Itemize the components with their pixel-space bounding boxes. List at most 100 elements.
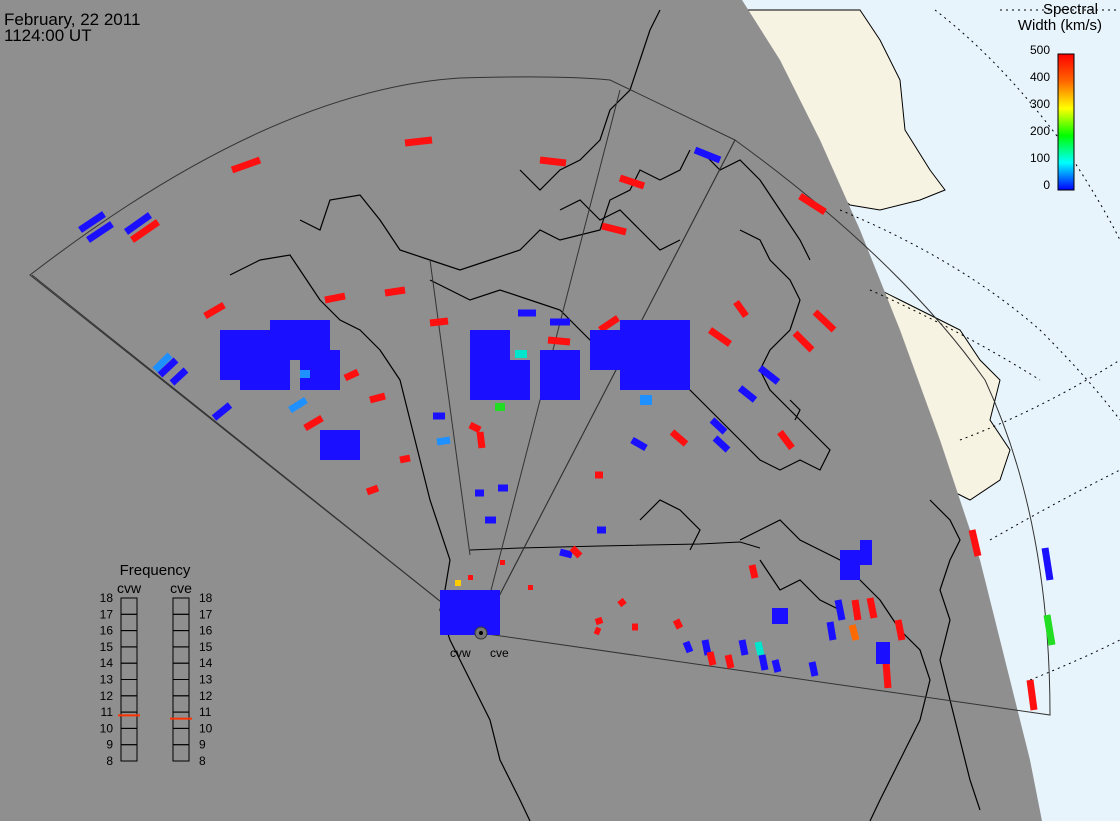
colorbar-tick: 0	[1043, 178, 1050, 192]
scatter-cell	[757, 365, 781, 385]
scatter-cell	[598, 315, 620, 333]
frequency-tick-left: 14	[100, 656, 114, 670]
scatter-cell	[733, 299, 749, 319]
frequency-col-cvw: cvw	[117, 580, 142, 596]
scatter-cluster	[590, 330, 620, 370]
frequency-tick-right: 17	[199, 607, 213, 621]
scatter-cell	[436, 436, 451, 446]
radar-site-label-cvw: cvw	[450, 646, 471, 660]
scatter-cell	[682, 640, 694, 654]
scatter-cell	[630, 436, 648, 452]
frequency-tick-left: 10	[100, 721, 114, 735]
scatter-cell	[669, 429, 689, 447]
scatter-cell	[569, 545, 583, 559]
scatter-cluster	[650, 330, 690, 390]
scatter-cluster	[320, 430, 360, 460]
scatter-cell	[123, 212, 153, 235]
colorbar-tick: 400	[1030, 70, 1050, 84]
scatter-cell	[169, 367, 189, 386]
frequency-tick-right: 9	[199, 738, 206, 752]
frequency-panel: Frequency cvw cve 18 18 17 17 16 16 15 15 14 14 13…	[100, 562, 213, 768]
frequency-tick-left: 12	[100, 689, 114, 703]
scatter-cell	[738, 639, 749, 656]
scatter-cell	[601, 222, 627, 236]
frequency-tick-left: 13	[100, 673, 114, 687]
scatter-cluster	[840, 550, 860, 580]
frequency-tick-right: 10	[199, 721, 213, 735]
scatter-cell	[848, 624, 860, 641]
scatter-cell	[812, 309, 837, 333]
scatter-cell	[230, 156, 262, 174]
scatter-cluster	[480, 360, 530, 400]
radar-site-label-cve: cve	[490, 646, 509, 660]
frequency-cell	[120, 744, 138, 762]
frequency-tick-right: 12	[199, 689, 213, 703]
scatter-cell	[1026, 679, 1038, 711]
scatter-cell	[369, 392, 386, 404]
frequency-tick-right: 11	[199, 705, 212, 719]
colorbar-ticks: 500 400 300 200 100 0	[1030, 43, 1050, 192]
scatter-cell	[693, 146, 722, 164]
frequency-tick-right: 18	[199, 591, 213, 605]
scatter-cluster	[772, 608, 788, 624]
scatter-cell	[706, 651, 717, 666]
scatter-cluster	[860, 540, 872, 565]
frequency-tick-right: 14	[199, 656, 213, 670]
scatter-cell	[288, 397, 308, 413]
scatter-cluster	[240, 360, 290, 390]
scatter-cell	[771, 659, 782, 673]
scatter-cell	[429, 317, 449, 327]
scatter-cell	[594, 616, 604, 626]
scatter-cell	[157, 357, 179, 378]
scatter-cell	[399, 454, 411, 464]
frequency-tick-left: 8	[106, 754, 113, 768]
scatter-cell	[455, 580, 461, 586]
scatter-cell	[798, 193, 827, 215]
scatter-cell	[737, 385, 758, 403]
scatter-cell	[834, 599, 846, 621]
scatter-cell	[384, 286, 406, 297]
colorbar-tick: 300	[1030, 97, 1050, 111]
frequency-tick-left: 15	[100, 640, 114, 654]
scatter-cell	[559, 548, 573, 559]
scatter-cell	[882, 661, 892, 689]
scatter-cell	[701, 639, 712, 656]
scatter-cell	[808, 661, 819, 677]
scatter-cell	[495, 403, 505, 411]
scatter-cluster	[876, 642, 890, 664]
scatter-cell	[792, 330, 815, 353]
frequency-cell	[172, 744, 190, 762]
scatter-cell	[968, 529, 982, 557]
scatter-cell	[324, 292, 346, 304]
colorbar-tick: 500	[1030, 43, 1050, 57]
scatter-cell	[754, 641, 765, 656]
scatter-cell	[203, 301, 226, 320]
scatter-cell	[515, 350, 527, 358]
scatter-cell	[130, 219, 160, 243]
scatter-cell	[748, 564, 759, 579]
frequency-tick-right: 13	[199, 673, 213, 687]
frequency-tick-left: 18	[100, 591, 114, 605]
scatter-cell	[894, 619, 906, 641]
scatter-cluster	[540, 350, 580, 400]
scatter-cell	[1041, 547, 1054, 581]
scatter-cell	[724, 654, 735, 669]
scatter-cell	[707, 327, 733, 347]
scatter-cell	[709, 417, 728, 435]
frequency-tick-left: 16	[100, 624, 114, 638]
scatter-cell	[500, 560, 505, 565]
scatter-cell	[617, 597, 627, 608]
scatter-cell	[539, 156, 567, 167]
scatter-cell	[152, 352, 173, 373]
scatter-cell	[712, 435, 731, 453]
scatter-cell	[404, 136, 433, 147]
colorbar	[1057, 53, 1075, 191]
frequency-tick-left: 17	[100, 607, 114, 621]
radar-scatter	[78, 136, 1056, 711]
geo-grid	[839, 9, 1120, 681]
scatter-cell	[851, 599, 862, 621]
frequency-tick-right: 16	[199, 624, 213, 638]
scatter-cell	[528, 585, 533, 590]
time-label: 1124:00 UT	[4, 26, 92, 45]
